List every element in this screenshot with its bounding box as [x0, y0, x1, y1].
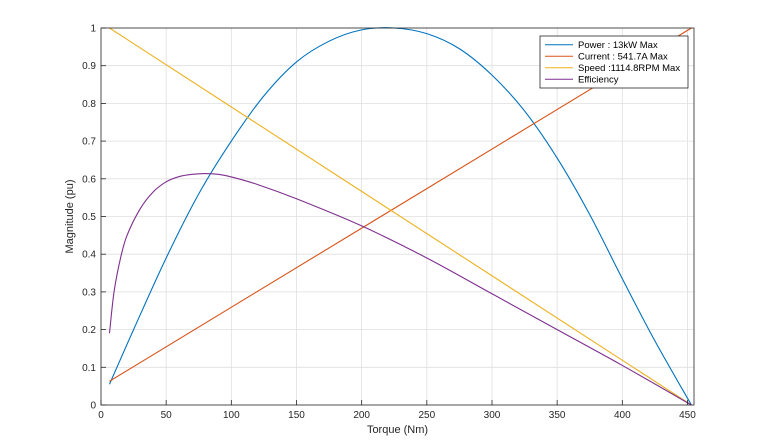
- x-tick-label: 450: [679, 410, 696, 421]
- legend-entry: Power : 13kW Max: [578, 40, 658, 51]
- x-tick-label: 50: [161, 410, 173, 421]
- y-tick-label: 0: [90, 401, 96, 412]
- x-tick-label: 200: [353, 410, 370, 421]
- y-tick-label: 0.8: [82, 99, 96, 110]
- x-tick-label: 150: [288, 410, 305, 421]
- y-tick-label: 0.3: [82, 287, 96, 298]
- x-tick-label: 250: [418, 410, 435, 421]
- speed-line: [109, 27, 692, 406]
- x-tick-label: 300: [484, 410, 501, 421]
- y-axis: 0 0.1 0.2 0.3 0.4 0.5 0.6 0.7 0.8 0.9 1: [82, 24, 106, 412]
- y-tick-label: 0.9: [82, 61, 96, 72]
- y-tick-label: 0.2: [82, 325, 96, 336]
- x-tick-label: 100: [223, 410, 240, 421]
- y-tick-label: 1: [90, 24, 96, 35]
- legend-entry: Speed :1114.8RPM Max: [578, 63, 680, 74]
- y-tick-label: 0.1: [82, 363, 96, 374]
- x-axis: 0 50 100 150 200 250 300 350 400 450: [98, 400, 696, 421]
- y-axis-label: Magnitude (pu): [64, 180, 76, 254]
- x-tick-label: 0: [98, 410, 104, 421]
- y-tick-label: 0.7: [82, 137, 96, 148]
- x-tick-label: 350: [549, 410, 566, 421]
- y-tick-label: 0.6: [82, 174, 96, 185]
- x-axis-label: Torque (Nm): [367, 424, 428, 436]
- efficiency-line: [108, 172, 692, 406]
- x-tick-label: 400: [614, 410, 631, 421]
- legend-entry: Current : 541.7A Max: [578, 52, 668, 63]
- legend-entry: Efficiency: [578, 75, 619, 86]
- y-tick-label: 0.4: [82, 250, 96, 261]
- y-tick-label: 0.5: [82, 212, 96, 223]
